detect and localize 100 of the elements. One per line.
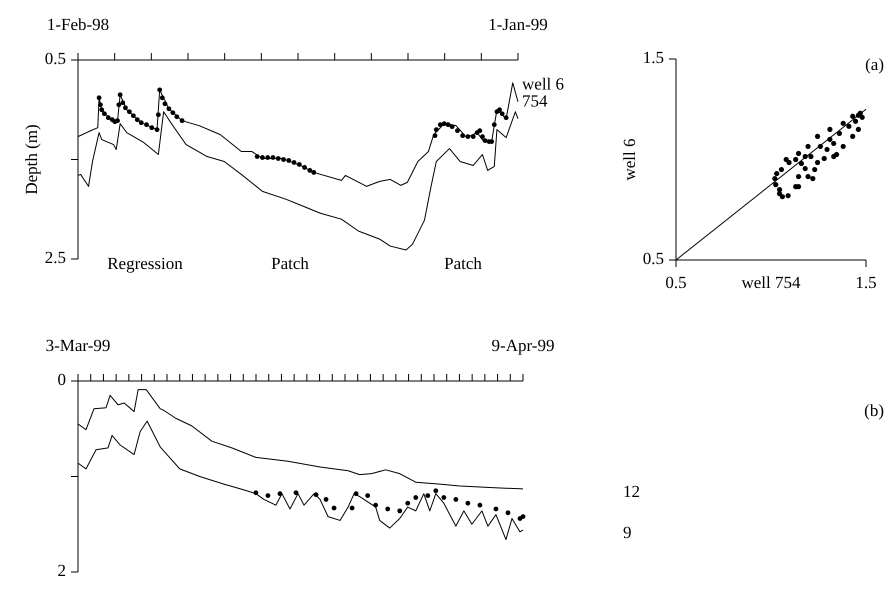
point: [397, 508, 402, 514]
point: [450, 124, 455, 130]
series-label: well 6: [522, 74, 564, 94]
point: [115, 118, 120, 124]
point: [254, 490, 258, 496]
point: [840, 144, 846, 150]
point: [805, 174, 811, 180]
point: [126, 109, 132, 114]
point: [413, 495, 418, 500]
point: [802, 154, 808, 160]
point: [170, 110, 176, 116]
x-axis-title: well 754: [741, 273, 802, 292]
point: [492, 122, 497, 128]
point: [465, 500, 470, 506]
text: 9: [623, 522, 632, 542]
point: [850, 134, 856, 139]
point: [836, 130, 842, 136]
point: [118, 92, 123, 98]
point: [373, 502, 378, 508]
y-tick-label: 0.5: [44, 48, 66, 68]
point: [780, 194, 785, 200]
point: [831, 140, 836, 146]
point: [123, 105, 128, 110]
point: [478, 502, 482, 508]
point: [260, 155, 265, 160]
point: [778, 166, 784, 172]
point: [166, 106, 172, 112]
text: (b): [864, 400, 884, 420]
text: 12: [623, 482, 640, 501]
point: [805, 144, 811, 150]
x-tick-label: 9-Apr-99: [492, 336, 554, 355]
point: [793, 156, 798, 162]
point: [494, 506, 498, 512]
point: [116, 102, 122, 108]
point: [774, 170, 780, 176]
point: [860, 114, 865, 120]
point: [276, 156, 281, 161]
point: [818, 144, 823, 150]
point: [814, 160, 820, 166]
point: [307, 168, 312, 173]
annotation: Patch: [444, 254, 482, 273]
point: [157, 87, 162, 92]
point: [425, 493, 430, 498]
point: [278, 491, 282, 496]
point: [453, 497, 458, 502]
y-tick-label: 0: [58, 370, 66, 389]
point: [350, 506, 355, 510]
point: [102, 111, 107, 116]
point: [432, 133, 438, 138]
point: [311, 170, 316, 175]
point: [266, 493, 270, 498]
point: [840, 120, 846, 126]
point: [852, 118, 858, 124]
point: [281, 157, 286, 162]
point: [812, 166, 818, 172]
point: [106, 115, 111, 120]
annotation: (a): [865, 54, 884, 74]
point: [254, 154, 260, 159]
point: [482, 138, 488, 143]
point: [500, 111, 505, 116]
point: [834, 152, 840, 158]
point: [149, 125, 154, 130]
point: [460, 133, 466, 138]
point: [302, 165, 307, 170]
point: [480, 134, 485, 140]
y-tick-label: 2: [58, 560, 66, 580]
point: [365, 493, 370, 498]
point: [856, 126, 861, 132]
point: [434, 127, 439, 132]
point: [802, 166, 808, 172]
x-tick-label: 1-Jan-99: [488, 15, 548, 34]
point: [354, 491, 359, 496]
point: [822, 156, 827, 162]
point: [314, 492, 318, 498]
point: [796, 150, 802, 156]
point: [776, 187, 782, 192]
point: [772, 176, 778, 182]
annotation: Regression: [107, 254, 184, 273]
point: [810, 176, 816, 182]
point: [405, 500, 410, 506]
point: [96, 95, 102, 100]
point: [294, 490, 298, 496]
point: [814, 134, 820, 139]
point: [174, 114, 180, 120]
point: [827, 136, 832, 142]
point: [773, 182, 778, 188]
point: [438, 122, 443, 128]
point: [385, 506, 390, 512]
point: [470, 134, 476, 140]
point: [827, 126, 832, 132]
series-label: 754: [522, 92, 548, 111]
point: [154, 127, 160, 132]
point: [180, 118, 184, 124]
point: [160, 95, 165, 100]
point: [286, 158, 292, 163]
point: [846, 124, 852, 129]
point: [134, 117, 140, 122]
point: [138, 120, 144, 126]
y-axis-title: well 6: [620, 138, 639, 181]
point: [156, 112, 161, 118]
